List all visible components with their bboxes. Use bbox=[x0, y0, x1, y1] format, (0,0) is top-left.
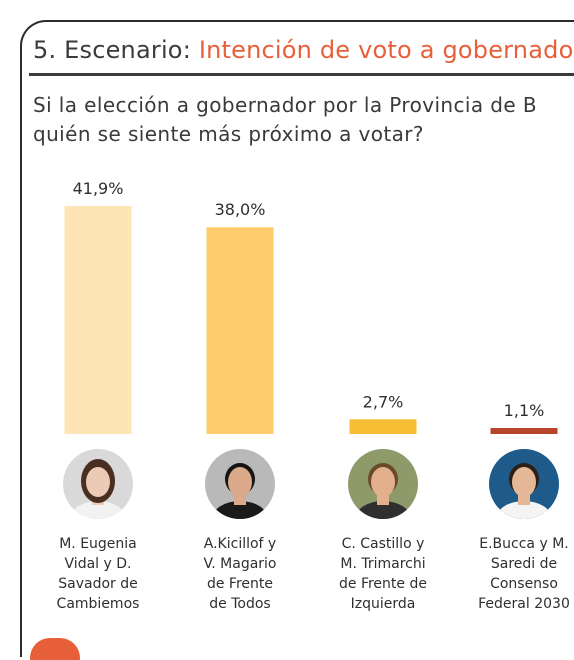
candidate-name-line: de Frente bbox=[206, 576, 274, 592]
bar-value-label-3: 2,7% bbox=[363, 392, 404, 411]
candidate-name-line: Izquierda bbox=[350, 596, 416, 612]
candidate-name-line: E.Bucca y M. bbox=[479, 536, 569, 552]
candidate-name-line: Vidal y D. bbox=[64, 556, 132, 572]
bar-2 bbox=[206, 227, 274, 434]
candidate-name-2: A.Kicillof y V. Magario de Frente de Todos bbox=[170, 534, 310, 614]
candidate-name-line: C. Castillo y bbox=[341, 536, 425, 552]
candidate-name-line: de Todos bbox=[209, 596, 271, 612]
candidate-name-line: Federal 2030 bbox=[478, 596, 570, 612]
candidate-name-line: A.Kicillof y bbox=[203, 536, 277, 552]
section-number: 5. Escenario: bbox=[33, 36, 199, 64]
candidate-name-line: M. Trimarchi bbox=[340, 556, 426, 572]
candidate-name-line: M. Eugenia bbox=[59, 536, 137, 552]
candidate-photo-man-smiling-icon bbox=[489, 449, 559, 519]
bar-value-label-1: 41,9% bbox=[73, 179, 124, 198]
card-frame-top-border bbox=[46, 20, 574, 22]
candidate-name-line: Savador de bbox=[58, 576, 138, 592]
candidate-name-1: M. Eugenia Vidal y D. Savador de Cambiemos bbox=[28, 534, 168, 614]
bar-3 bbox=[349, 419, 417, 434]
candidate-name-line: de Frente de bbox=[339, 576, 427, 592]
bar-4 bbox=[490, 428, 558, 434]
candidate-photo-woman-icon bbox=[63, 449, 133, 519]
candidate-name-3: C. Castillo y M. Trimarchi de Frente de Izq… bbox=[313, 534, 453, 614]
section-title: Intención de voto a gobernador bbox=[198, 36, 574, 64]
section-header: 5. Escenario: Intención de voto a gobern… bbox=[33, 30, 574, 70]
candidate-photo-man-curly-icon bbox=[348, 449, 418, 519]
card-frame-corner bbox=[20, 20, 62, 657]
candidate-name-line: Consenso bbox=[490, 576, 558, 592]
bar-value-label-2: 38,0% bbox=[215, 200, 266, 219]
question-line-1: Si la elección a gobernador por la Provi… bbox=[33, 93, 537, 117]
bar-1 bbox=[64, 206, 132, 434]
bar-value-label-4: 1,1% bbox=[504, 401, 545, 420]
header-divider bbox=[29, 73, 574, 76]
candidate-name-line: Saredi de bbox=[490, 556, 558, 572]
candidate-name-line: Cambiemos bbox=[56, 596, 140, 612]
candidate-name-line: V. Magario bbox=[203, 556, 277, 572]
survey-question: Si la elección a gobernador por la Provi… bbox=[33, 91, 574, 149]
candidate-name-4: E.Bucca y M. Saredi de Consenso Federal 203… bbox=[454, 534, 574, 614]
candidate-photo-man-dark-icon bbox=[205, 449, 275, 519]
question-line-2: quién se siente más próximo a votar? bbox=[33, 122, 424, 146]
